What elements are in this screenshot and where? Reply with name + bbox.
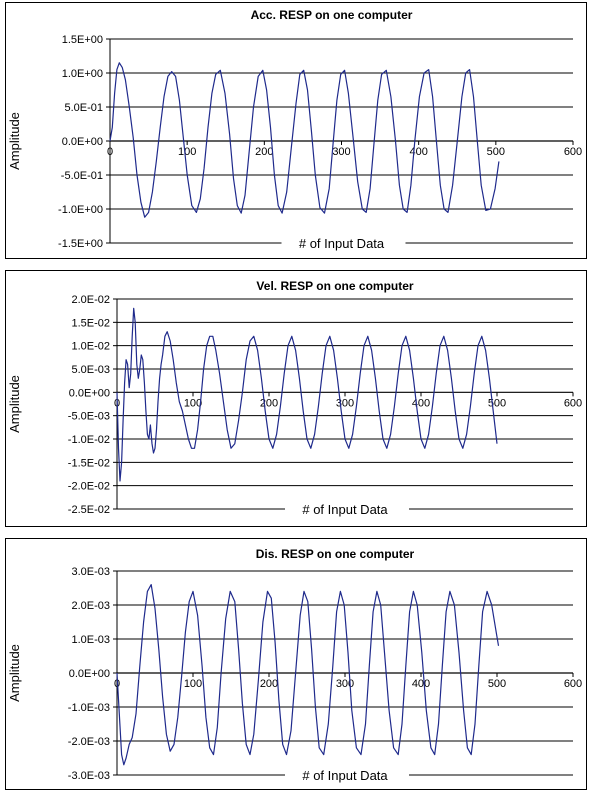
x-tick-label: 300 <box>336 678 354 690</box>
x-axis-label-bg <box>285 500 409 518</box>
vel-chart: Vel. RESP on one computer 2.0E-02 1.5E-02 1… <box>7 279 582 518</box>
dis-chart-panel: Dis. RESP on one computer 3.0E-03 2.0E-03 1… <box>5 538 587 790</box>
chart-title: Vel. RESP on one computer <box>256 279 413 293</box>
x-tick-label: 600 <box>564 146 582 158</box>
y-tick-label: -2.0E-02 <box>68 481 110 493</box>
x-tick-label: 300 <box>332 146 350 158</box>
x-tick-label: 0 <box>114 678 120 690</box>
y-axis-label: Amplitude <box>7 644 22 702</box>
y-tick-label: 3.0E-03 <box>71 566 110 578</box>
x-tick-label: 600 <box>564 397 582 409</box>
y-tick-label: -1.0E-03 <box>68 702 110 714</box>
x-tick-label: 400 <box>412 678 430 690</box>
y-tick-label: 2.0E-02 <box>71 294 110 306</box>
y-tick-label: 5.0E-01 <box>64 102 103 114</box>
x-tick-label: 500 <box>488 397 506 409</box>
x-tick-label: 200 <box>260 397 278 409</box>
vel-chart-panel: Vel. RESP on one computer 2.0E-02 1.5E-02 1… <box>5 270 587 527</box>
acc-chart: Acc. RESP on one computer 1.5E+00 1.0E+00 5… <box>7 8 582 252</box>
x-tick-label: 300 <box>336 397 354 409</box>
y-tick-label: 1.0E-02 <box>71 341 110 353</box>
y-tick-label: -1.0E+00 <box>58 204 103 216</box>
y-tick-label: -2.0E-03 <box>68 736 110 748</box>
series-line <box>116 583 500 766</box>
x-tick-label: 100 <box>178 146 196 158</box>
y-tick-label: 0.0E+00 <box>69 387 110 399</box>
y-axis-label: Amplitude <box>7 112 22 170</box>
series-line <box>116 307 498 482</box>
y-tick-label: -5.0E-03 <box>68 411 110 423</box>
x-axis-label: # of Input Data <box>299 236 385 251</box>
y-tick-label: 0.0E+00 <box>62 136 103 148</box>
x-tick-label: 500 <box>487 146 505 158</box>
x-tick-label: 100 <box>184 397 202 409</box>
y-tick-label: -1.5E-02 <box>68 457 110 469</box>
y-tick-label: 0.0E+00 <box>69 668 110 680</box>
y-tick-label: -3.0E-03 <box>68 770 110 782</box>
y-tick-label: 1.5E-02 <box>71 317 110 329</box>
y-tick-label: -1.0E-02 <box>68 434 110 446</box>
x-tick-label: 400 <box>409 146 427 158</box>
y-tick-label: 1.0E-03 <box>71 634 110 646</box>
y-tick-label: -2.5E-02 <box>68 504 110 516</box>
x-tick-label: 200 <box>260 678 278 690</box>
y-tick-label: 1.0E+00 <box>62 68 103 80</box>
x-tick-label: 0 <box>107 146 113 158</box>
y-tick-label: -1.5E+00 <box>58 238 103 250</box>
x-tick-label: 400 <box>412 397 430 409</box>
y-tick-label: 1.5E+00 <box>62 34 103 46</box>
dis-chart: Dis. RESP on one computer 3.0E-03 2.0E-03 1… <box>7 547 582 784</box>
y-tick-label: 2.0E-03 <box>71 600 110 612</box>
series-line <box>109 62 500 218</box>
x-tick-label: 500 <box>488 678 506 690</box>
x-tick-label: 200 <box>255 146 273 158</box>
y-axis-label: Amplitude <box>7 375 22 433</box>
x-axis-label: # of Input Data <box>302 768 388 783</box>
x-axis-label-bg <box>285 766 409 784</box>
x-tick-label: 100 <box>184 678 202 690</box>
acc-chart-panel: Acc. RESP on one computer 1.5E+00 1.0E+00 5… <box>5 2 587 259</box>
chart-title: Acc. RESP on one computer <box>251 8 413 22</box>
x-axis-label: # of Input Data <box>302 502 388 517</box>
y-tick-label: 5.0E-03 <box>71 364 110 376</box>
x-axis-label-bg <box>281 234 406 252</box>
y-tick-label: -5.0E-01 <box>61 170 103 182</box>
x-tick-label: 600 <box>564 678 582 690</box>
chart-title: Dis. RESP on one computer <box>256 547 415 561</box>
